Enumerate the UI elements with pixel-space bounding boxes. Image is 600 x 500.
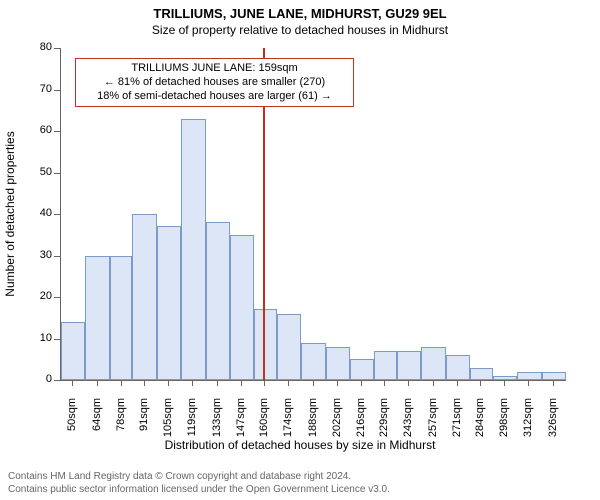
y-axis-label: Number of detached properties [3,131,17,296]
y-tick [54,90,60,91]
x-tick [361,380,362,386]
histogram-bar [517,372,541,380]
x-tick-label: 105sqm [162,398,174,448]
x-tick-label: 298sqm [498,398,510,448]
x-tick-label: 284sqm [474,398,486,448]
y-tick [54,48,60,49]
x-tick [241,380,242,386]
y-tick [54,256,60,257]
x-tick [72,380,73,386]
x-tick [97,380,98,386]
histogram-bar [542,372,566,380]
y-tick-label: 70 [24,83,52,95]
x-tick [264,380,265,386]
x-tick-label: 271sqm [451,398,463,448]
y-tick-label: 80 [24,41,52,53]
y-tick [54,339,60,340]
chart-title: TRILLIUMS, JUNE LANE, MIDHURST, GU29 9EL [0,0,600,21]
annotation-line3: 18% of semi-detached houses are larger (… [82,90,347,104]
x-tick [121,380,122,386]
x-tick-label: 216sqm [355,398,367,448]
histogram-bar [254,309,277,380]
x-tick-label: 229sqm [378,398,390,448]
x-tick [192,380,193,386]
y-tick-label: 40 [24,207,52,219]
x-tick [528,380,529,386]
y-tick [54,380,60,381]
x-tick [504,380,505,386]
x-tick [337,380,338,386]
x-tick [553,380,554,386]
histogram-bar [446,355,470,380]
histogram-bar [470,368,493,380]
histogram-bar [397,351,421,380]
annotation-line1: TRILLIUMS JUNE LANE: 159sqm [82,62,347,76]
y-tick [54,173,60,174]
x-tick [408,380,409,386]
x-axis-label: Distribution of detached houses by size … [0,438,600,452]
y-tick-label: 60 [24,124,52,136]
x-tick-label: 243sqm [402,398,414,448]
histogram-bar [206,222,230,380]
x-tick [217,380,218,386]
histogram-bar [181,119,205,380]
x-tick-label: 188sqm [307,398,319,448]
y-tick-label: 50 [24,166,52,178]
x-tick [168,380,169,386]
histogram-bar [132,214,156,380]
x-tick [288,380,289,386]
annotation-line2: ← 81% of detached houses are smaller (27… [82,76,347,90]
x-tick-label: 174sqm [282,398,294,448]
x-tick-label: 312sqm [522,398,534,448]
y-tick-label: 20 [24,290,52,302]
histogram-bar [493,376,517,380]
histogram-bar [350,359,374,380]
x-tick-label: 160sqm [258,398,270,448]
x-tick [480,380,481,386]
y-tick-label: 10 [24,332,52,344]
x-tick-label: 133sqm [211,398,223,448]
x-tick-label: 326sqm [547,398,559,448]
annotation-box: TRILLIUMS JUNE LANE: 159sqm ← 81% of det… [75,58,354,107]
x-tick-label: 119sqm [186,398,198,448]
y-tick [54,297,60,298]
histogram-bar [157,226,181,380]
histogram-bar [230,235,254,380]
y-tick-label: 30 [24,249,52,261]
x-tick-label: 257sqm [427,398,439,448]
footer-line1: Contains HM Land Registry data © Crown c… [8,471,390,484]
y-tick-label: 0 [24,373,52,385]
footer-line2: Contains public sector information licen… [8,484,390,497]
x-tick-label: 91sqm [138,398,150,448]
chart-subtitle: Size of property relative to detached ho… [0,21,600,37]
histogram-bar [85,256,109,381]
histogram-bar [421,347,445,380]
x-tick-label: 64sqm [91,398,103,448]
y-tick [54,214,60,215]
x-tick-label: 78sqm [115,398,127,448]
histogram-bar [326,347,350,380]
histogram-bar [301,343,325,380]
chart-container: TRILLIUMS, JUNE LANE, MIDHURST, GU29 9EL… [0,0,600,500]
histogram-bar [61,322,85,380]
histogram-bar [277,314,301,380]
x-tick-label: 50sqm [66,398,78,448]
x-tick [384,380,385,386]
x-tick [433,380,434,386]
histogram-bar [374,351,397,380]
x-tick [144,380,145,386]
histogram-bar [110,256,133,381]
x-tick-label: 202sqm [331,398,343,448]
x-tick-label: 147sqm [235,398,247,448]
x-tick [313,380,314,386]
x-tick [457,380,458,386]
footer-text: Contains HM Land Registry data © Crown c… [8,471,390,496]
y-tick [54,131,60,132]
